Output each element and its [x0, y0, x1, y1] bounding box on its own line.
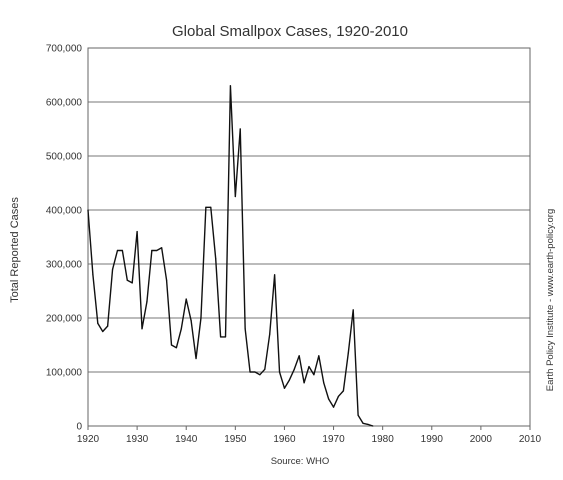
y-tick-label: 200,000: [46, 314, 83, 325]
x-tick-label: 1980: [372, 434, 395, 445]
x-tick-label: 1950: [224, 434, 247, 445]
credit-note: Earth Policy Institute - www.earth-polic…: [545, 209, 556, 392]
data-point: [151, 249, 153, 252]
source-note: Source: WHO: [271, 456, 330, 467]
data-point: [229, 85, 232, 87]
data-point: [357, 414, 359, 416]
data-point: [372, 425, 374, 427]
x-tick-label: 2000: [470, 434, 493, 445]
data-point: [107, 325, 109, 327]
data-point: [234, 195, 236, 198]
data-point: [362, 422, 364, 424]
data-point: [215, 258, 217, 260]
data-point: [121, 249, 123, 252]
y-tick-label: 400,000: [46, 206, 83, 217]
data-point: [205, 206, 207, 208]
x-tick-labels: 1920 1930 1940 1950 1960 1970 1980 1990 2000 2010: [77, 426, 542, 445]
data-point: [352, 309, 354, 311]
x-tick-label: 2010: [519, 434, 542, 445]
gridlines: [88, 47, 530, 427]
x-tick-label: 1990: [421, 434, 444, 445]
data-point: [278, 371, 281, 373]
data-point: [136, 231, 138, 233]
data-point: [180, 328, 182, 330]
data-point: [190, 320, 192, 322]
data-point: [170, 344, 173, 346]
data-point: [146, 301, 148, 303]
data-point: [293, 368, 295, 370]
data-point: [367, 423, 369, 425]
data-point: [303, 382, 305, 384]
data-point: [288, 379, 290, 381]
y-tick-label: 500,000: [46, 152, 83, 163]
data-point: [161, 247, 163, 249]
x-tick-label: 1940: [175, 434, 198, 445]
data-point: [274, 274, 276, 276]
smallpox-cases-line: [87, 85, 374, 427]
data-point: [175, 347, 177, 349]
data-point: [126, 279, 128, 281]
data-point: [97, 322, 99, 324]
data-point: [195, 357, 197, 360]
x-tick-label: 1920: [77, 434, 100, 445]
data-point: [200, 317, 202, 319]
data-point: [244, 328, 246, 330]
data-point: [264, 368, 266, 370]
data-point: [156, 249, 158, 252]
data-point: [239, 128, 241, 130]
chart-title: Global Smallpox Cases, 1920-2010: [172, 23, 408, 40]
data-point: [259, 374, 261, 376]
plot-frame: [87, 47, 531, 427]
data-point: [337, 395, 340, 397]
data-point: [116, 249, 119, 252]
data-point: [185, 298, 187, 300]
data-point: [332, 406, 335, 408]
y-tick-label: 300,000: [46, 260, 83, 271]
data-point: [318, 355, 320, 357]
data-point: [102, 330, 104, 333]
data-point: [210, 206, 212, 208]
data-point: [111, 268, 114, 270]
data-point: [308, 366, 310, 368]
y-tick-label: 0: [76, 422, 82, 433]
data-point: [165, 279, 168, 281]
data-point: [249, 371, 251, 373]
data-point: [269, 333, 271, 335]
data-point: [283, 387, 286, 389]
y-tick-label: 700,000: [46, 44, 83, 55]
data-point: [141, 328, 143, 330]
data-point: [87, 209, 89, 211]
data-point: [328, 398, 330, 400]
y-axis-label: Total Reported Cases: [9, 197, 21, 303]
data-points: [87, 85, 374, 427]
data-point: [254, 371, 256, 373]
y-tick-label: 100,000: [46, 368, 83, 379]
data-point: [342, 390, 344, 392]
data-point: [347, 352, 349, 354]
x-tick-label: 1970: [322, 434, 345, 445]
y-tick-label: 600,000: [46, 98, 83, 109]
data-point: [323, 382, 325, 384]
x-tick-label: 1930: [126, 434, 149, 445]
y-tick-labels: 0 100,000 200,000 300,000 400,000 500,000 600,…: [46, 44, 83, 433]
x-tick-label: 1960: [273, 434, 296, 445]
data-point: [92, 274, 94, 276]
data-point: [224, 336, 227, 338]
data-point: [298, 355, 300, 357]
data-point: [313, 374, 315, 376]
data-point: [131, 282, 133, 284]
data-point: [220, 336, 222, 338]
